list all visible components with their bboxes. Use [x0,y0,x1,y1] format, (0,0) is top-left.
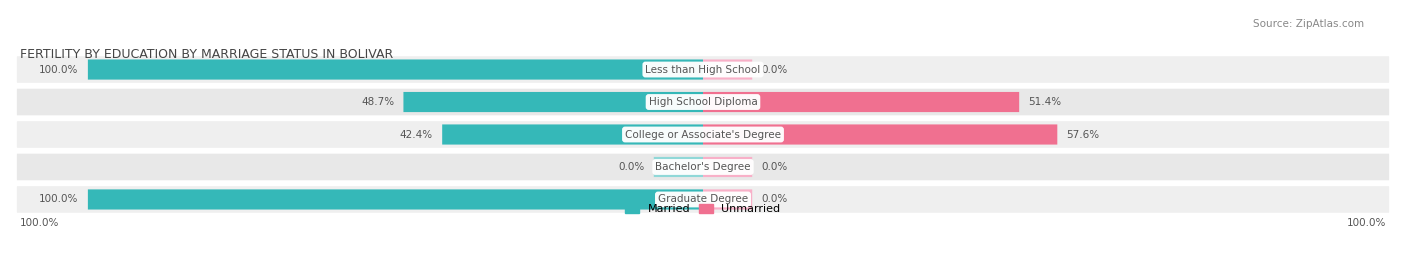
FancyBboxPatch shape [404,92,703,112]
Text: Source: ZipAtlas.com: Source: ZipAtlas.com [1253,19,1364,29]
FancyBboxPatch shape [703,92,1019,112]
FancyBboxPatch shape [17,121,1389,148]
Text: Graduate Degree: Graduate Degree [658,194,748,204]
Text: FERTILITY BY EDUCATION BY MARRIAGE STATUS IN BOLIVAR: FERTILITY BY EDUCATION BY MARRIAGE STATU… [20,48,394,61]
Text: 100.0%: 100.0% [39,194,79,204]
Text: 57.6%: 57.6% [1067,129,1099,140]
FancyBboxPatch shape [703,157,752,177]
Text: 48.7%: 48.7% [361,97,394,107]
FancyBboxPatch shape [87,189,703,210]
FancyBboxPatch shape [703,125,1057,144]
Legend: Married, Unmarried: Married, Unmarried [621,199,785,218]
FancyBboxPatch shape [703,189,752,210]
FancyBboxPatch shape [441,125,703,144]
Text: 0.0%: 0.0% [762,162,787,172]
Text: College or Associate's Degree: College or Associate's Degree [626,129,780,140]
FancyBboxPatch shape [17,89,1389,115]
Text: Less than High School: Less than High School [645,65,761,75]
Text: 100.0%: 100.0% [39,65,79,75]
FancyBboxPatch shape [17,186,1389,213]
Text: 51.4%: 51.4% [1028,97,1062,107]
FancyBboxPatch shape [17,56,1389,83]
Text: 42.4%: 42.4% [399,129,433,140]
Text: 0.0%: 0.0% [762,194,787,204]
Text: 100.0%: 100.0% [20,218,59,228]
FancyBboxPatch shape [703,59,752,80]
Text: Bachelor's Degree: Bachelor's Degree [655,162,751,172]
Text: 100.0%: 100.0% [1347,218,1386,228]
FancyBboxPatch shape [87,59,703,80]
FancyBboxPatch shape [654,157,703,177]
Text: 0.0%: 0.0% [762,65,787,75]
FancyBboxPatch shape [17,154,1389,180]
Text: High School Diploma: High School Diploma [648,97,758,107]
Text: 0.0%: 0.0% [619,162,644,172]
